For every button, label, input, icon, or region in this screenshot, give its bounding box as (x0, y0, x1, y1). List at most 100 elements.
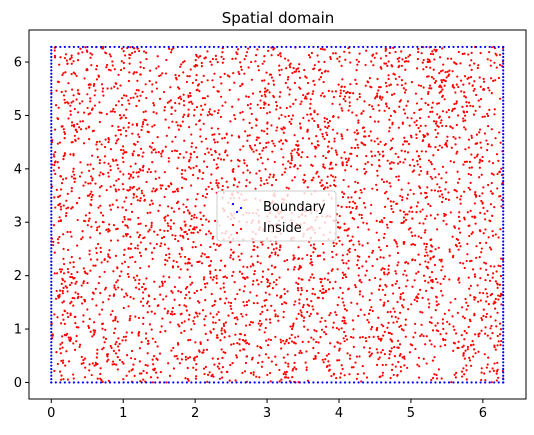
inside-point (335, 153, 339, 156)
boundary-point (163, 381, 166, 384)
inside-point (335, 326, 338, 330)
inside-point (259, 177, 262, 180)
inside-point (273, 160, 276, 164)
inside-point (445, 124, 448, 128)
inside-point (79, 47, 82, 50)
inside-point (125, 134, 128, 137)
boundary-point (330, 381, 333, 384)
inside-point (436, 183, 439, 186)
inside-point (323, 277, 326, 280)
inside-point (127, 189, 130, 192)
inside-point (210, 292, 213, 296)
inside-point (269, 338, 273, 342)
inside-point (137, 282, 141, 285)
inside-point (493, 307, 497, 310)
inside-point (181, 168, 184, 172)
inside-point (239, 148, 242, 151)
inside-point (430, 238, 433, 241)
inside-point (124, 292, 128, 295)
inside-point (135, 195, 138, 198)
inside-point (393, 355, 397, 358)
inside-point (88, 253, 91, 256)
inside-point (137, 222, 140, 226)
inside-point (389, 148, 392, 151)
inside-point (146, 130, 149, 133)
inside-point (319, 68, 322, 71)
inside-point (232, 251, 235, 254)
inside-point (96, 352, 99, 355)
inside-point (403, 364, 406, 367)
inside-point (164, 187, 168, 191)
boundary-point (502, 287, 505, 290)
inside-point (232, 342, 235, 345)
inside-point (275, 283, 278, 286)
inside-point (422, 274, 426, 277)
inside-point (469, 320, 472, 323)
inside-point (81, 51, 84, 54)
inside-point (164, 330, 167, 333)
inside-point (96, 226, 99, 229)
inside-point (401, 196, 404, 199)
inside-point (425, 289, 428, 292)
inside-point (402, 143, 405, 146)
inside-point (138, 99, 141, 102)
inside-point (475, 93, 478, 97)
inside-point (98, 275, 101, 278)
inside-point (340, 364, 343, 367)
inside-point (303, 173, 306, 177)
inside-point (486, 143, 489, 146)
inside-point (167, 157, 170, 160)
inside-point (421, 311, 424, 314)
inside-point (301, 151, 304, 154)
inside-point (409, 134, 413, 137)
inside-point (321, 358, 324, 361)
inside-point (356, 226, 360, 229)
inside-point (283, 260, 286, 263)
inside-point (112, 349, 116, 352)
inside-point (436, 281, 439, 284)
inside-point (142, 110, 145, 114)
boundary-point (113, 45, 116, 49)
inside-point (432, 154, 435, 157)
inside-point (348, 51, 351, 54)
inside-point (342, 97, 345, 101)
inside-point (227, 301, 230, 304)
boundary-point (230, 381, 234, 384)
inside-point (138, 135, 141, 139)
inside-point (428, 87, 431, 90)
inside-point (136, 47, 139, 50)
inside-point (251, 321, 255, 324)
inside-point (394, 316, 397, 319)
inside-point (64, 364, 67, 367)
inside-point (358, 355, 361, 358)
inside-point (375, 183, 378, 186)
inside-point (290, 162, 293, 165)
boundary-point (203, 381, 207, 384)
inside-point (267, 268, 270, 271)
inside-point (87, 182, 90, 185)
inside-point (175, 354, 178, 358)
inside-point (415, 295, 418, 298)
inside-point (400, 149, 403, 152)
boundary-point (50, 86, 53, 89)
inside-point (381, 96, 384, 99)
inside-point (69, 153, 72, 156)
inside-point (201, 194, 205, 198)
inside-point (68, 283, 72, 287)
inside-point (284, 57, 287, 60)
boundary-point (50, 92, 53, 95)
inside-point (303, 68, 306, 72)
inside-point (201, 252, 204, 255)
inside-point (463, 160, 467, 163)
inside-point (356, 263, 359, 267)
inside-point (365, 155, 368, 158)
inside-point (273, 47, 276, 50)
inside-point (261, 360, 264, 363)
inside-point (161, 149, 164, 152)
inside-point (432, 68, 435, 71)
inside-point (61, 341, 64, 344)
inside-point (138, 288, 141, 291)
inside-point (332, 244, 336, 248)
boundary-point (50, 287, 53, 290)
inside-point (299, 293, 302, 296)
